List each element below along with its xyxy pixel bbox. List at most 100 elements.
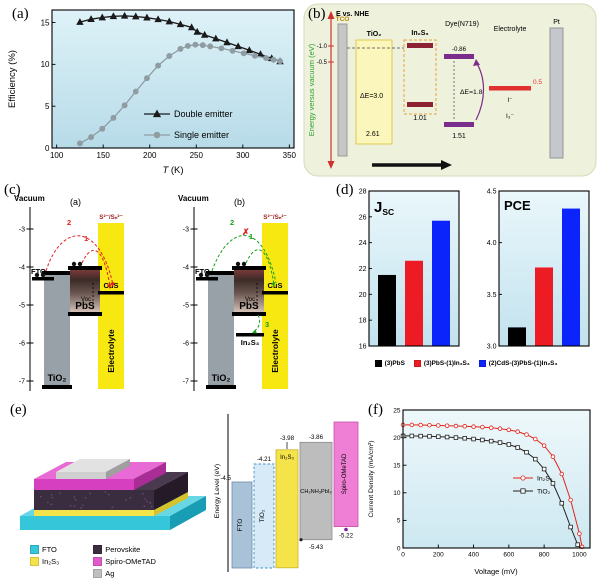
electron-dot <box>41 273 45 277</box>
device-legend-col1: FTO In₂S₃ <box>30 545 59 578</box>
perovskite-grain <box>144 498 146 500</box>
fto-level-line <box>32 277 54 281</box>
x-tick-label: 200 <box>433 552 444 559</box>
marker-square <box>481 438 485 442</box>
spiro-label: Spiro-OMeTAD <box>342 453 348 494</box>
legend-swatch <box>479 360 486 367</box>
marker-circle <box>551 455 555 459</box>
energy-tick-label: -3 <box>183 227 189 234</box>
energy-tick-label: -5 <box>19 303 25 310</box>
marker-circle <box>122 103 127 108</box>
dye-lumo-bar <box>444 54 474 59</box>
marker-square <box>454 436 458 440</box>
tio2-band-bar <box>356 40 392 144</box>
legend-swatch <box>93 545 102 554</box>
marker-square <box>533 457 537 461</box>
perovskite-cb-value: -3.86 <box>309 434 324 441</box>
x-tick-label: 600 <box>503 552 514 559</box>
tio2-value: -4.21 <box>257 456 272 463</box>
energy-tick-label: -7 <box>19 379 25 386</box>
marker-square <box>498 441 502 445</box>
y-tick-label: 24 <box>359 240 367 247</box>
marker-circle <box>578 532 582 536</box>
marker-circle <box>516 430 520 434</box>
marker-circle <box>167 53 172 58</box>
electron-dot <box>205 273 209 277</box>
marker-square <box>463 436 467 440</box>
marker-circle <box>463 424 467 428</box>
panel-a-ylabel: Efficiency (%) <box>7 50 18 108</box>
marker-circle <box>481 425 485 429</box>
perovskite-grain <box>82 504 84 506</box>
marker-circle <box>219 46 224 51</box>
y-tick-label: 0 <box>45 144 50 153</box>
tio2-cb-line <box>42 271 72 275</box>
legend-swatch <box>30 557 39 566</box>
y-tick-label: 26 <box>359 214 367 221</box>
tio2-column <box>208 274 234 387</box>
pce-title: PCE <box>504 198 531 213</box>
legend-item: FTO <box>30 545 59 554</box>
electron-dot <box>72 262 76 266</box>
marker-circle <box>178 46 183 51</box>
arrow-number-3: 3 <box>265 320 269 329</box>
nhe-tick-label: -1.0 <box>317 44 328 50</box>
legend-label: Perovskite <box>105 545 140 554</box>
panel-f-ylabel: Current Density (mA/cm²) <box>368 440 375 517</box>
marker-circle <box>208 44 213 49</box>
in2s3-label: In₂S₃ <box>280 455 294 461</box>
jsc-bar-chart: 16182022242628 JSC <box>342 186 464 356</box>
marker-circle <box>100 126 105 131</box>
marker-circle <box>156 63 161 68</box>
voc-label: Voc <box>245 297 255 303</box>
ag-front-face <box>56 472 106 479</box>
energy-tick-label: -5 <box>183 303 189 310</box>
electron-dot <box>199 273 203 277</box>
y-tick-label: 20 <box>393 435 401 442</box>
perovskite-energy-diagram: Energy Level (eV) -4.5FTO-4.21TiO₂-3.98In… <box>212 400 366 584</box>
redox-couple-label: S²⁻/Sₙ²⁻ <box>99 214 123 221</box>
perovskite-grain <box>74 496 76 498</box>
legend-entry-label: TiO₂ <box>537 488 551 495</box>
pt-bar <box>550 28 563 158</box>
perovskite-grain <box>89 493 91 495</box>
dye-lumo-label: -0.86 <box>452 46 467 53</box>
bar <box>562 209 580 346</box>
dye-homo-bar <box>444 122 474 127</box>
x-tick-label: 400 <box>468 552 479 559</box>
in2s3-bar <box>276 450 298 568</box>
sub-panel-label: (b) <box>234 197 245 207</box>
perovskite-grain <box>51 497 53 499</box>
energy-tick-label: -7 <box>183 379 189 386</box>
nhe-tick-label: -0.5 <box>317 60 328 66</box>
panel-f-label: (f) <box>368 402 383 419</box>
cus-level-line <box>98 291 124 295</box>
y-tick-label: 3.5 <box>487 292 497 299</box>
tio2-cb-line <box>206 271 236 275</box>
perovskite-grain <box>85 497 87 499</box>
iodide-label: I⁻ <box>507 97 513 104</box>
electron-dot <box>35 273 39 277</box>
cus-label: CuS <box>104 281 119 290</box>
trap-path-3 <box>253 315 260 332</box>
y-tick-label: 4.5 <box>487 188 497 195</box>
marker-square <box>472 437 476 441</box>
marker-circle <box>89 135 94 140</box>
marker-circle <box>428 423 432 427</box>
marker-square <box>516 446 520 450</box>
energy-tick-label: -6 <box>183 341 189 348</box>
marker-square <box>525 450 529 454</box>
spiro-value: -5.22 <box>339 533 354 540</box>
dye-homo-label: 1.51 <box>452 133 466 140</box>
legend-item: Spiro-OMeTAD <box>93 557 156 566</box>
electron-dot <box>78 262 82 266</box>
marker-circle <box>542 444 546 448</box>
voc-label: Voc <box>81 297 91 303</box>
xlabel-unit: (K) <box>168 165 183 176</box>
perovskite-grain <box>142 493 144 495</box>
legend-item: Perovskite <box>93 545 156 554</box>
marker-square <box>569 525 573 529</box>
x-tick-label: 800 <box>539 552 550 559</box>
plot-background <box>52 10 294 148</box>
perovskite-vb-value: -5.43 <box>309 544 324 551</box>
